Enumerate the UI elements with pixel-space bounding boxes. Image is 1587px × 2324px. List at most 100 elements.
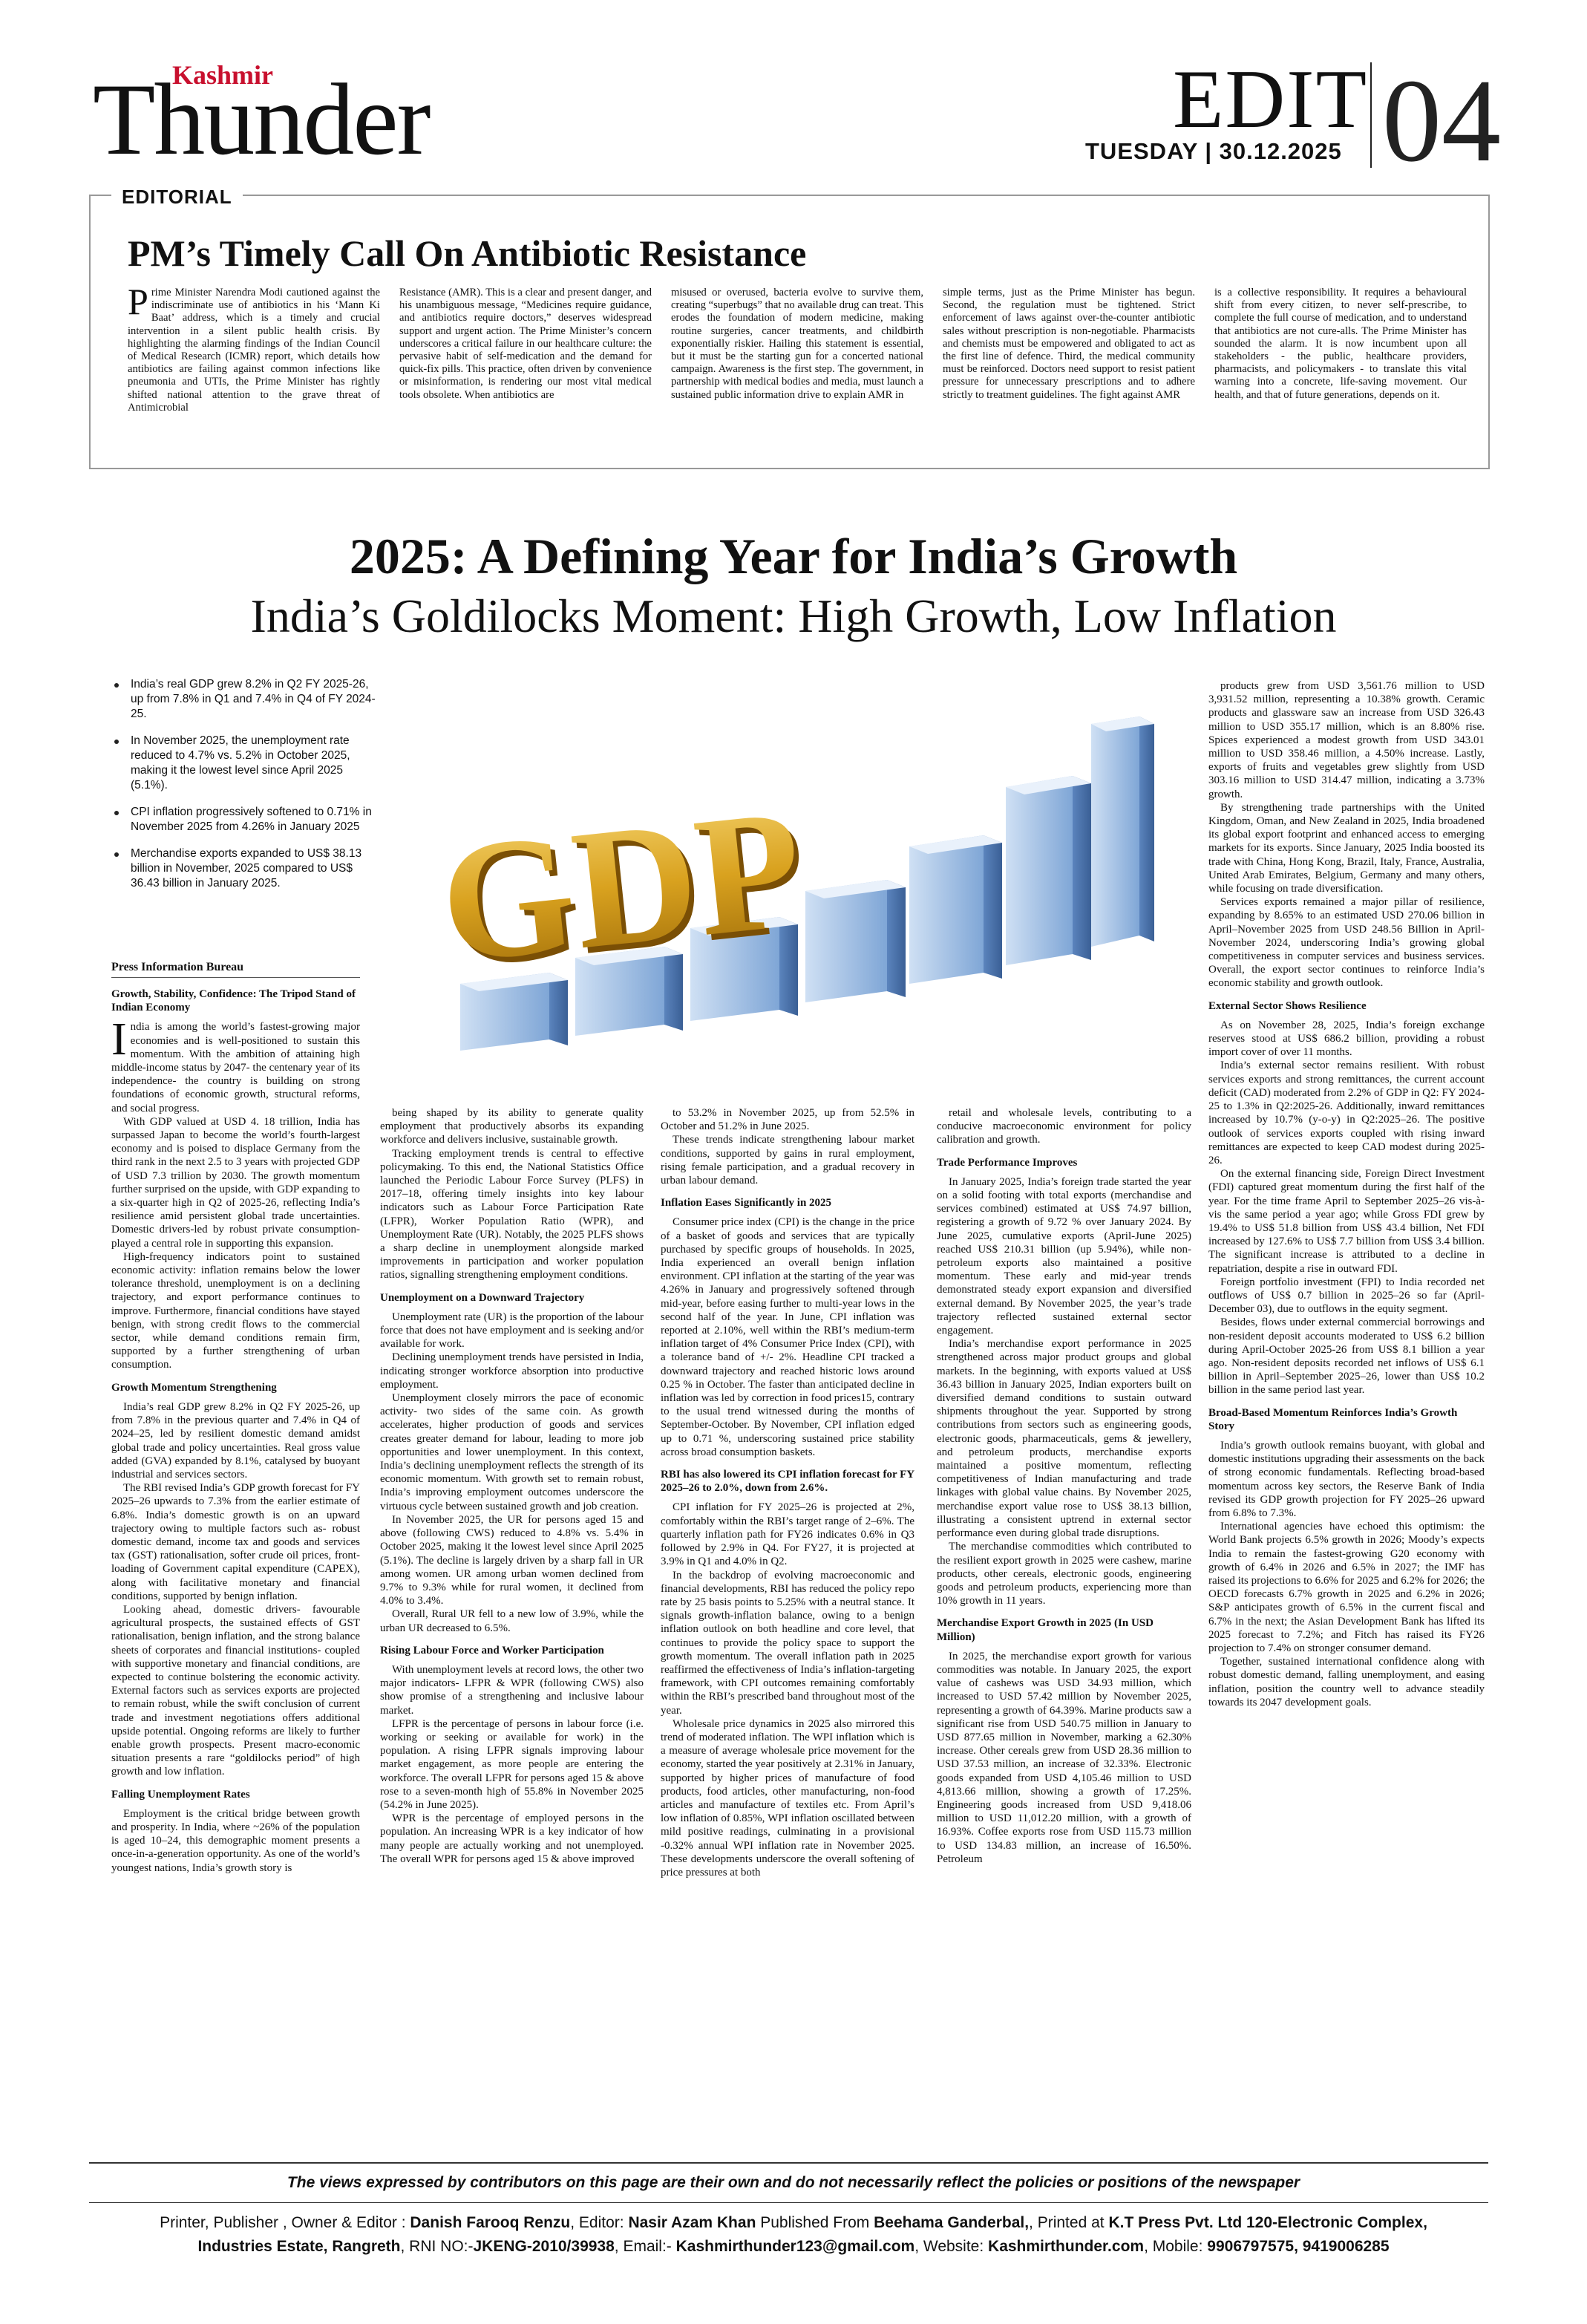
subheading: RBI has also lowered its CPI inflation f…	[661, 1469, 914, 1495]
brand-top: Kashmir	[172, 60, 274, 90]
imprint-part: , Website:	[914, 2238, 989, 2255]
imprint-part: 9906797575, 9419006285	[1207, 2238, 1390, 2255]
subheading: Merchandise Export Growth in 2025 (In US…	[937, 1617, 1154, 1643]
imprint-part: , RNI NO:-	[400, 2238, 474, 2255]
paragraph: India’s real GDP grew 8.2% in Q2 FY 2025…	[111, 1400, 360, 1481]
headline: 2025: A Defining Year for India’s Growth	[349, 528, 1238, 584]
paragraph: India is among the world’s fastest-growi…	[111, 1014, 360, 1114]
editorial-column: Prime Minister Narendra Modi cautioned a…	[128, 287, 380, 414]
section: EDIT	[1173, 53, 1369, 146]
subheading: Unemployment on a Downward Trajectory	[380, 1291, 585, 1304]
rule	[89, 2202, 1488, 2203]
paragraph: Unemployment closely mirrors the pace of…	[380, 1392, 644, 1512]
subheading: Growth Momentum Strengthening	[111, 1381, 277, 1394]
paragraph: These trends indicate strengthening labo…	[661, 1134, 914, 1187]
date: TUESDAY | 30.12.2025	[1085, 138, 1342, 164]
editorial-column: is a collective responsibility. It requi…	[1214, 287, 1467, 401]
imprint-part: Beehama Ganderbal,	[874, 2214, 1030, 2231]
paragraph: Services exports remained a major pillar…	[1208, 896, 1485, 990]
paragraph: LFPR is the percentage of persons in lab…	[380, 1717, 644, 1811]
editorial-label: EDITORIAL	[111, 186, 243, 209]
bars	[460, 717, 1154, 1051]
imprint-part: JKENG-2010/39938	[473, 2238, 615, 2255]
imprint-part: , Editor:	[570, 2214, 629, 2231]
paragraph: With unemployment levels at record lows,…	[380, 1663, 644, 1717]
paragraph: Unemployment rate (UR) is the proportion…	[380, 1310, 644, 1351]
paragraph: The merchandise commodities which contri…	[937, 1541, 1191, 1607]
subheading: Growth, Stability, Confidence: The Tripo…	[111, 988, 356, 1014]
paragraph: products grew from USD 3,561.76 million …	[1208, 680, 1485, 800]
article-column: products grew from USD 3,561.76 million …	[1208, 679, 1485, 2135]
imprint-part: Nasir Azam Khan	[628, 2214, 756, 2231]
page-number: 04	[1382, 54, 1501, 186]
editorial-column: Resistance (AMR). This is a clear and pr…	[399, 287, 652, 401]
subheading: Rising Labour Force and Worker Participa…	[380, 1644, 604, 1656]
article-column: being shaped by its ability to generate …	[380, 1106, 644, 2135]
subheading: Falling Unemployment Rates	[111, 1788, 250, 1801]
article-column: Growth, Stability, Confidence: The Tripo…	[111, 988, 360, 2135]
imprint-part: Published From	[756, 2214, 874, 2231]
editorial-column: simple terms, just as the Prime Minister…	[943, 287, 1195, 401]
highlight: CPI inflation progressively softened to …	[114, 805, 379, 835]
paragraph: being shaped by its ability to generate …	[380, 1107, 644, 1146]
paragraph: On the external financing side, Foreign …	[1208, 1168, 1485, 1275]
paragraph: Employment is the critical bridge betwee…	[111, 1807, 360, 1874]
highlight: In November 2025, the unemployment rate …	[114, 734, 379, 793]
editorial-column: misused or overused, bacteria evolve to …	[671, 287, 923, 401]
source: Press Information Bureau	[111, 961, 360, 978]
highlight: India’s real GDP grew 8.2% in Q2 FY 2025…	[114, 677, 379, 722]
paragraph: India’s merchandise export performance i…	[937, 1338, 1191, 1540]
imprint-part: , Email:-	[614, 2238, 676, 2255]
highlight: Merchandise exports expanded to US$ 38.1…	[114, 846, 379, 891]
article-column: retail and wholesale levels, contributin…	[937, 1106, 1191, 2135]
subheading: Broad-Based Momentum Reinforces India’s …	[1208, 1406, 1458, 1432]
divider	[1370, 62, 1372, 168]
disclaimer: The views expressed by contributors on t…	[287, 2174, 1300, 2191]
imprint-part: Industries Estate, Rangreth	[197, 2238, 401, 2255]
gdp-shadow: GDP	[437, 778, 815, 1004]
paragraph: Looking ahead, domestic drivers- favoura…	[111, 1603, 360, 1778]
paragraph: In November 2025, the UR for persons age…	[380, 1513, 644, 1607]
paragraph: Declining unemployment trends have persi…	[380, 1351, 644, 1391]
paragraph: The RBI revised India’s GDP growth forec…	[111, 1482, 360, 1602]
paragraph: Overall, Rural UR fell to a new low of 3…	[380, 1608, 644, 1634]
paragraph: India’s external sector remains resilien…	[1208, 1060, 1485, 1166]
paragraph: retail and wholesale levels, contributin…	[937, 1107, 1191, 1146]
article-column: to 53.2% in November 2025, up from 52.5%…	[661, 1106, 914, 2135]
imprint-part: Printer, Publisher , Owner & Editor :	[160, 2214, 410, 2231]
imprint-part: Kashmirthunder.com	[988, 2238, 1145, 2255]
paragraph: Tracking employment trends is central to…	[380, 1147, 644, 1282]
paragraph: Foreign portfolio investment (FPI) to In…	[1208, 1276, 1485, 1316]
subheading: Trade Performance Improves	[937, 1156, 1078, 1169]
imprint-part: Danish Farooq Renzu	[410, 2214, 571, 2231]
editorial-box	[89, 195, 1490, 469]
highlights: India’s real GDP grew 8.2% in Q2 FY 2025…	[111, 677, 379, 903]
imprint-part: , Mobile:	[1144, 2238, 1208, 2255]
paragraph: CPI inflation for FY 2025–26 is projecte…	[661, 1501, 914, 1568]
paragraph: In the backdrop of evolving macroeconomi…	[661, 1569, 914, 1717]
paragraph: International agencies have echoed this …	[1208, 1521, 1485, 1655]
paragraph: Together, sustained international confid…	[1208, 1656, 1485, 1708]
gdp-text: GDP	[432, 773, 810, 999]
brand: Thunder	[93, 62, 431, 176]
paragraph: With GDP valued at USD 4. 18 trillion, I…	[111, 1115, 360, 1250]
rule	[89, 2162, 1488, 2164]
subheading: Inflation Eases Significantly in 2025	[661, 1197, 832, 1210]
imprint-line: Industries Estate, Rangreth, RNI NO:-JKE…	[0, 2238, 1587, 2256]
paragraph: to 53.2% in November 2025, up from 52.5%…	[661, 1107, 914, 1133]
paragraph: Besides, flows under external commercial…	[1208, 1316, 1485, 1397]
paragraph: By strengthening trade partnerships with…	[1208, 801, 1485, 895]
imprint-line: Printer, Publisher , Owner & Editor : Da…	[0, 2214, 1587, 2232]
paragraph: High-frequency indicators point to susta…	[111, 1250, 360, 1371]
paragraph: In January 2025, India’s foreign trade s…	[937, 1175, 1191, 1337]
imprint-part: , Printed at	[1029, 2214, 1109, 2231]
imprint-part: K.T Press Pvt. Ltd 120-Electronic Comple…	[1108, 2214, 1427, 2231]
paragraph: India’s growth outlook remains buoyant, …	[1208, 1439, 1485, 1519]
subheading: External Sector Shows Resilience	[1208, 999, 1367, 1012]
editorial-title: PM’s Timely Call On Antibiotic Resistanc…	[128, 232, 807, 274]
gdp-illustration: GDP GDP	[432, 717, 1154, 1051]
imprint-part: Kashmirthunder123@gmail.com	[675, 2238, 915, 2255]
paragraph: As on November 28, 2025, India’s foreign…	[1208, 1019, 1485, 1059]
paragraph: Wholesale price dynamics in 2025 also mi…	[661, 1717, 914, 1879]
paragraph: Consumer price index (CPI) is the change…	[661, 1216, 914, 1458]
